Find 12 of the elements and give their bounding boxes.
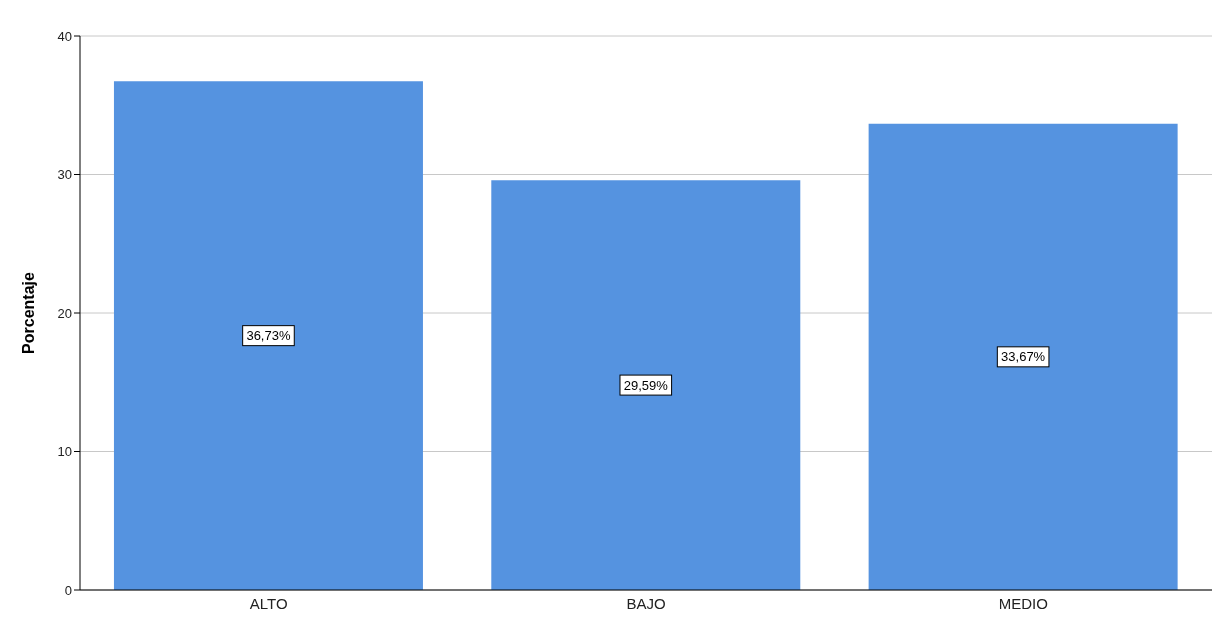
y-axis-title: Porcentaje (19, 271, 37, 354)
y-tick-label: 30 (57, 167, 72, 183)
y-tick-label: 20 (57, 305, 72, 321)
data-label: 33,67% (1001, 349, 1046, 365)
x-tick-label: MEDIO (998, 594, 1048, 612)
data-label: 29,59% (623, 377, 669, 393)
y-tick-label: 40 (57, 28, 72, 44)
y-tick-label: 10 (57, 444, 72, 460)
x-tick-label: ALTO (249, 594, 288, 612)
y-tick-label: 0 (64, 582, 72, 598)
x-tick-label: BAJO (626, 594, 666, 612)
data-label: 36,73% (246, 328, 291, 344)
